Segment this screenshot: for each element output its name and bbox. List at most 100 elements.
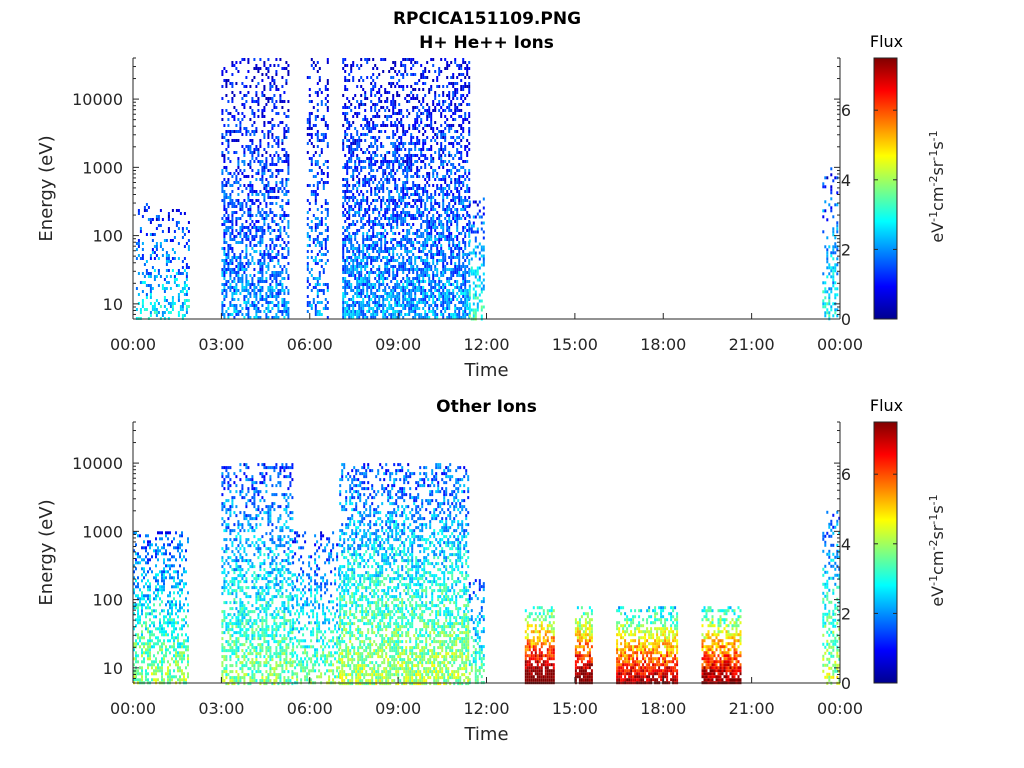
flux-cell bbox=[444, 67, 447, 70]
flux-cell bbox=[275, 274, 278, 277]
flux-cell bbox=[360, 265, 363, 268]
flux-cell bbox=[464, 82, 467, 85]
flux-cell bbox=[287, 307, 290, 310]
flux-cell bbox=[257, 241, 260, 244]
flux-cell bbox=[390, 169, 393, 172]
flux-cell bbox=[424, 241, 427, 244]
flux-cell bbox=[145, 615, 147, 619]
flux-cell bbox=[424, 304, 427, 307]
flux-cell bbox=[422, 274, 425, 277]
flux-cell bbox=[832, 233, 835, 237]
flux-cell bbox=[394, 70, 397, 73]
flux-cell bbox=[442, 265, 445, 268]
flux-cell bbox=[263, 193, 266, 196]
flux-cell bbox=[426, 241, 429, 244]
flux-cell bbox=[229, 112, 232, 115]
flux-cell bbox=[404, 235, 407, 238]
flux-cell bbox=[370, 244, 373, 247]
flux-cell bbox=[388, 202, 391, 205]
flux-cell bbox=[245, 238, 248, 241]
flux-cell bbox=[169, 275, 172, 278]
flux-cell bbox=[149, 597, 151, 601]
flux-cell bbox=[464, 277, 467, 280]
flux-cell bbox=[368, 223, 371, 226]
flux-cell bbox=[320, 253, 323, 256]
flux-cell bbox=[434, 244, 437, 247]
flux-cell bbox=[237, 160, 240, 163]
flux-cell bbox=[344, 265, 347, 268]
flux-cell bbox=[348, 211, 351, 214]
flux-cell bbox=[173, 302, 176, 305]
flux-cell bbox=[446, 205, 449, 208]
flux-cell bbox=[462, 202, 465, 205]
flux-cell bbox=[342, 304, 345, 307]
flux-cell bbox=[221, 151, 224, 154]
flux-cell bbox=[412, 187, 415, 190]
flux-cell bbox=[456, 283, 459, 286]
flux-cell bbox=[384, 262, 387, 265]
flux-cell bbox=[145, 612, 147, 616]
flux-cell bbox=[474, 296, 477, 300]
flux-cell bbox=[308, 76, 311, 79]
flux-cell bbox=[430, 286, 433, 289]
flux-cell bbox=[446, 118, 449, 121]
flux-cell bbox=[181, 314, 184, 317]
flux-cell bbox=[263, 217, 266, 220]
flux-cell bbox=[416, 121, 419, 124]
flux-cell bbox=[265, 301, 268, 304]
flux-cell bbox=[346, 301, 349, 304]
flux-cell bbox=[390, 256, 393, 259]
flux-cell bbox=[428, 265, 431, 268]
flux-cell bbox=[263, 232, 266, 235]
flux-cell bbox=[267, 289, 270, 292]
flux-cell bbox=[424, 76, 427, 79]
flux-cell bbox=[287, 316, 290, 319]
flux-cell bbox=[376, 232, 379, 235]
flux-cell bbox=[392, 106, 395, 109]
flux-cell bbox=[257, 100, 260, 103]
flux-cell bbox=[139, 615, 141, 619]
flux-cell bbox=[382, 283, 385, 286]
flux-cell bbox=[454, 184, 457, 187]
flux-cell bbox=[141, 597, 143, 601]
flux-cell bbox=[368, 178, 371, 181]
flux-cell bbox=[438, 151, 441, 154]
flux-cell bbox=[442, 103, 445, 106]
flux-cell bbox=[402, 259, 405, 262]
flux-cell bbox=[221, 190, 224, 193]
flux-cell bbox=[265, 97, 268, 100]
flux-cell bbox=[448, 295, 451, 298]
flux-cell bbox=[141, 546, 143, 550]
flux-cell bbox=[462, 166, 465, 169]
flux-cell bbox=[348, 250, 351, 253]
flux-cell bbox=[251, 151, 254, 154]
flux-cell bbox=[442, 196, 445, 199]
flux-cell bbox=[285, 304, 288, 307]
flux-cell bbox=[392, 163, 395, 166]
flux-cell bbox=[362, 88, 365, 91]
flux-cell bbox=[358, 139, 361, 142]
flux-cell bbox=[241, 283, 244, 286]
flux-cell bbox=[273, 64, 276, 67]
flux-cell bbox=[259, 292, 262, 295]
flux-cell bbox=[249, 223, 252, 226]
flux-cell bbox=[229, 172, 232, 175]
flux-cell bbox=[440, 106, 443, 109]
flux-cell bbox=[384, 310, 387, 313]
flux-cell bbox=[380, 160, 383, 163]
flux-cell bbox=[452, 253, 455, 256]
flux-cell bbox=[470, 227, 473, 231]
flux-cell bbox=[404, 160, 407, 163]
flux-cell bbox=[378, 298, 381, 301]
flux-cell bbox=[462, 280, 465, 283]
flux-cell bbox=[277, 145, 280, 148]
flux-cell bbox=[310, 190, 313, 193]
flux-cell bbox=[406, 238, 409, 241]
flux-cell bbox=[177, 227, 180, 230]
flux-cell bbox=[412, 232, 415, 235]
flux-cell bbox=[237, 199, 240, 202]
flux-cell bbox=[143, 594, 145, 598]
flux-cell bbox=[163, 305, 166, 308]
flux-cell bbox=[257, 70, 260, 73]
flux-cell bbox=[362, 247, 365, 250]
